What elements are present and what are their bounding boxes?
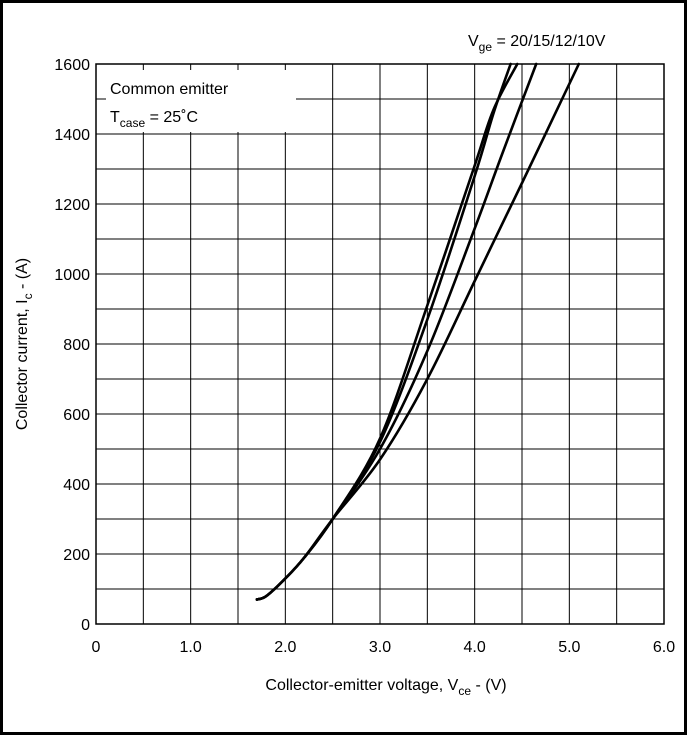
y-tick-label: 0 [81,617,90,634]
annotation-box: Common emitter Tcase = 25˚C [106,70,296,132]
x-tick-labels: 0 1.0 2.0 3.0 4.0 5.0 6.0 [92,639,676,656]
x-tick-label: 4.0 [464,639,486,656]
y-axis-label: Collector current, Ic - (A) [14,258,35,430]
x-tick-label: 5.0 [558,639,580,656]
grid [96,64,664,624]
x-tick-label: 0 [92,639,101,656]
y-tick-label: 200 [63,547,90,564]
plot-area [95,63,665,625]
y-tick-label: 400 [63,477,90,494]
x-tick-label: 6.0 [653,639,675,656]
legend-label: Vge = 20/15/12/10V [468,33,606,54]
x-tick-label: 2.0 [274,639,296,656]
x-tick-label: 3.0 [369,639,391,656]
y-tick-label: 1000 [54,267,90,284]
y-tick-label: 800 [63,337,90,354]
x-axis-label: Collector-emitter voltage, Vce - (V) [265,677,506,698]
annotation-line2: Tcase = 25˚C [110,109,198,130]
y-tick-label: 1400 [54,127,90,144]
y-tick-label: 1600 [54,57,90,74]
annotation-line1: Common emitter [110,81,229,98]
series-group [255,62,581,601]
y-tick-labels: 0 200 400 600 800 1000 1200 1400 1600 [54,57,90,634]
y-tick-label: 1200 [54,197,90,214]
x-tick-label: 1.0 [180,639,202,656]
series-line-4 [255,62,581,601]
y-tick-label: 600 [63,407,90,424]
